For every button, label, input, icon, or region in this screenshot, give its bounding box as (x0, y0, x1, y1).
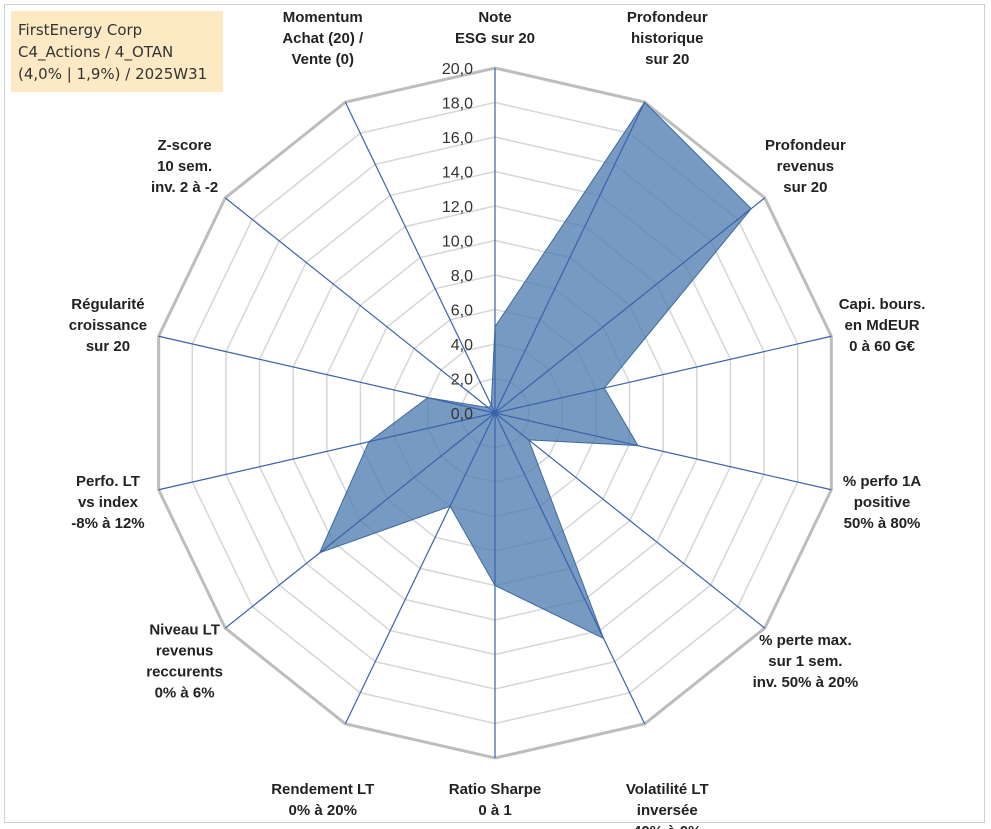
axis-label-line: Perfo. LT (76, 473, 140, 490)
axis-spoke-4 (494, 412, 832, 491)
axis-label-line: Profondeur (765, 137, 846, 154)
axis-label-line: reccurents (146, 664, 223, 681)
chart-frame (4, 4, 985, 823)
axis-label-line: inv. 50% à 20% (753, 674, 859, 691)
tick-label: 16,0 (442, 130, 473, 147)
axis-label-line: revenus (777, 158, 835, 175)
tick-label: 0,0 (451, 406, 473, 423)
axis-spoke-12 (224, 197, 496, 414)
axis-label-10: Perfo. LT vs index -8% à 12% (71, 473, 144, 532)
axis-label-line: Achat (20) / (282, 30, 364, 47)
axis-label-6: Volatilité LT inversée 40% à 0% (626, 781, 709, 829)
axis-label-1: Profondeur historique sur 20 (627, 9, 708, 68)
axis-label-0: Note ESG sur 20 (455, 9, 535, 47)
axis-label-line: Volatilité LT (626, 781, 709, 798)
axis-label-3: Capi. bours. en MdEUR 0 à 60 G€ (839, 296, 926, 355)
axis-label-line: sur 20 (86, 338, 130, 355)
axis-label-8: Rendement LT 0% à 20% (271, 781, 374, 819)
axis-label-12: Z-score 10 sem. inv. 2 à -2 (151, 137, 218, 196)
axis-label-7: Ratio Sharpe 0 à 1 (449, 781, 542, 819)
axis-spoke-8 (344, 412, 496, 725)
axis-label-line: Ratio Sharpe (449, 781, 542, 798)
axis-label-line: Capi. bours. (839, 296, 926, 313)
axis-label-line: 50% à 80% (844, 515, 921, 532)
axis-spoke-11 (158, 335, 496, 414)
axis-label-line: 0 à 1 (478, 802, 511, 819)
axis-label-line: % perte max. (759, 632, 852, 649)
tick-label: 14,0 (442, 165, 473, 182)
axis-label-line: sur 20 (783, 179, 827, 196)
tick-label: 6,0 (451, 303, 473, 320)
axis-label-line: en MdEUR (845, 317, 920, 334)
axis-label-5: % perte max. sur 1 sem. inv. 50% à 20% (753, 632, 859, 691)
axis-label-11: Régularité croissance sur 20 (69, 296, 147, 355)
axis-label-line: Régularité (71, 296, 144, 313)
axis-label-line: Note (478, 9, 511, 26)
tick-label: 20,0 (442, 61, 473, 78)
tick-label: 4,0 (451, 337, 473, 354)
axis-label-line: Momentum (283, 9, 363, 26)
axis-label-line: Vente (0) (291, 51, 354, 68)
axis-label-13: Momentum Achat (20) / Vente (0) (282, 9, 364, 68)
axis-label-line: Profondeur (627, 9, 708, 26)
axis-label-line: ESG sur 20 (455, 30, 535, 47)
axis-label-line: 0% à 6% (155, 685, 215, 702)
tick-label: 18,0 (442, 96, 473, 113)
axis-spoke-6 (494, 412, 646, 725)
axis-spoke-10 (158, 412, 496, 491)
axis-label-line: revenus (156, 643, 214, 660)
axis-label-line: Niveau LT (149, 622, 220, 639)
axis-label-line: vs index (78, 494, 139, 511)
axis-label-line: positive (854, 494, 911, 511)
axis-label-line: 10 sem. (157, 158, 212, 175)
axis-label-2: Profondeur revenus sur 20 (765, 137, 846, 196)
axis-spoke-3 (494, 335, 832, 414)
axis-spoke-2 (494, 197, 766, 414)
axis-spoke-5 (494, 412, 766, 629)
tick-label: 12,0 (442, 199, 473, 216)
axis-label-line: 0% à 20% (289, 802, 357, 819)
axis-label-line: % perfo 1A (843, 473, 922, 490)
axis-label-line: sur 1 sem. (768, 653, 842, 670)
stock-info-box: FirstEnergy Corp C4_Actions / 4_OTAN (4,… (11, 11, 223, 92)
portfolio-category: C4_Actions / 4_OTAN (18, 43, 174, 61)
axis-label-line: 40% à 0% (633, 823, 701, 829)
axis-label-line: historique (631, 30, 704, 47)
axis-label-line: 0 à 60 G€ (849, 338, 916, 355)
company-name: FirstEnergy Corp (18, 21, 143, 39)
axis-label-line: Rendement LT (271, 781, 374, 798)
axis-label-4: % perfo 1A positive 50% à 80% (843, 473, 922, 532)
performance-week: (4,0% | 1,9%) / 2025W31 (18, 65, 208, 83)
axis-label-line: Z-score (158, 137, 212, 154)
axis-spoke-1 (494, 101, 646, 414)
axis-label-line: sur 20 (645, 51, 689, 68)
axis-spoke-9 (224, 412, 496, 629)
axis-label-9: Niveau LT revenus reccurents 0% à 6% (146, 622, 223, 702)
axis-spoke-13 (344, 101, 496, 414)
tick-label: 10,0 (442, 234, 473, 251)
tick-label: 8,0 (451, 268, 473, 285)
axis-label-line: inversée (637, 802, 698, 819)
axis-label-line: -8% à 12% (71, 515, 144, 532)
tick-label: 2,0 (451, 372, 473, 389)
axis-label-line: inv. 2 à -2 (151, 179, 218, 196)
axis-label-line: croissance (69, 317, 147, 334)
